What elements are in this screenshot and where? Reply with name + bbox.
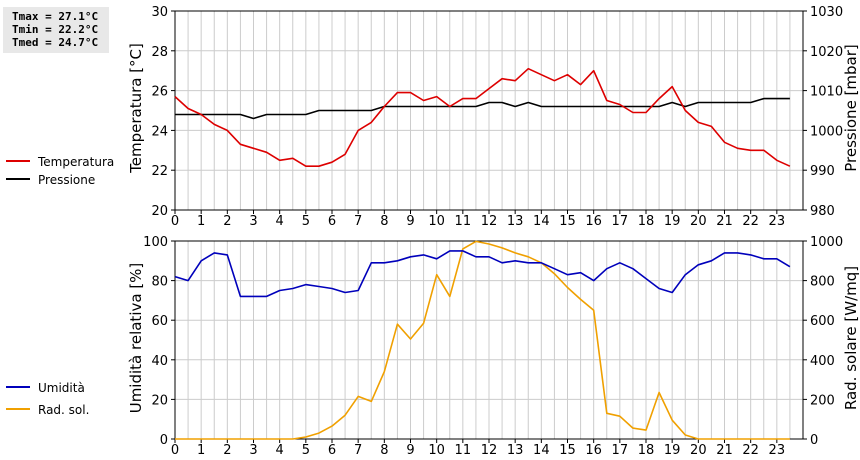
plot-temperature-pressure: 0 1 2 3 4 5 6 7 8 9 10 11 12 13 14 15 16 17 18 19 20 21 22 2320… xyxy=(151,5,843,229)
x-tick-label: 19 xyxy=(664,214,681,229)
x-tick-label: 1 xyxy=(197,214,205,229)
x-tick-label: 22 xyxy=(742,443,759,458)
stats-box: Tmax = 27.1°C Tmin = 22.2°C Tmed = 24.7°… xyxy=(3,7,109,53)
x-tick-label: 12 xyxy=(481,443,498,458)
y2-tick-label: 1030 xyxy=(810,5,843,20)
y-tick-label: 80 xyxy=(151,275,168,290)
x-tick-label: 4 xyxy=(276,214,284,229)
top-y-axis-title: Temperatura [°C] xyxy=(127,43,145,174)
x-tick-label: 21 xyxy=(716,214,733,229)
y2-tick-label: 400 xyxy=(810,354,835,369)
plot-humidity-radiation: 0 1 2 3 4 5 6 7 8 9 10 11 12 13 14 15 16 17 18 19 20 21 22 2302… xyxy=(143,235,843,458)
top-y2-axis-title: Pressione [mbar] xyxy=(842,44,860,172)
series-line-pressione xyxy=(175,97,790,120)
bottom-y2-axis-title: Rad. solare [W/mq] xyxy=(842,266,860,410)
series-line-umidit xyxy=(174,250,791,298)
bottom-y-axis-title: Umidità relativa [%] xyxy=(127,263,145,414)
legend-label-umidita: Umidità xyxy=(38,381,85,395)
x-tick-label: 7 xyxy=(354,443,362,458)
x-tick-label: 2 xyxy=(223,214,231,229)
x-tick-label: 11 xyxy=(455,214,472,229)
x-tick-label: 9 xyxy=(406,443,414,458)
y2-tick-label: 1000 xyxy=(810,124,843,139)
y2-tick-label: 200 xyxy=(810,393,835,408)
y2-tick-label: 1000 xyxy=(810,235,843,250)
x-tick-label: 15 xyxy=(559,214,576,229)
x-tick-label: 3 xyxy=(249,214,257,229)
y-tick-label: 24 xyxy=(151,124,168,139)
legend-label-pressione: Pressione xyxy=(38,173,95,187)
x-tick-label: 5 xyxy=(302,443,310,458)
x-tick-label: 13 xyxy=(507,214,524,229)
x-tick-label: 20 xyxy=(690,214,707,229)
x-tick-label: 14 xyxy=(533,214,550,229)
y-tick-label: 60 xyxy=(151,314,168,329)
y-tick-label: 30 xyxy=(151,5,168,20)
x-tick-label: 14 xyxy=(533,443,550,458)
x-tick-label: 5 xyxy=(302,214,310,229)
x-tick-label: 19 xyxy=(664,443,681,458)
x-tick-label: 12 xyxy=(481,214,498,229)
y2-tick-label: 1010 xyxy=(810,85,843,100)
y-tick-label: 20 xyxy=(151,204,168,219)
y2-tick-label: 980 xyxy=(810,204,835,219)
legend-label-rad-sol: Rad. sol. xyxy=(38,403,89,417)
x-tick-label: 22 xyxy=(742,214,759,229)
x-tick-label: 9 xyxy=(406,214,414,229)
x-tick-label: 17 xyxy=(612,443,629,458)
tmed-label: Tmed = 24.7°C xyxy=(12,36,99,49)
x-tick-label: 10 xyxy=(428,443,445,458)
y-tick-label: 26 xyxy=(151,85,168,100)
y-tick-label: 20 xyxy=(151,393,168,408)
x-tick-label: 2 xyxy=(223,443,231,458)
legend-top: Temperatura Pressione xyxy=(6,155,114,187)
x-tick-label: 8 xyxy=(380,443,388,458)
x-tick-label: 7 xyxy=(354,214,362,229)
y-tick-label: 100 xyxy=(143,235,168,250)
x-tick-label: 11 xyxy=(455,443,472,458)
x-tick-label: 10 xyxy=(428,214,445,229)
y-tick-label: 40 xyxy=(151,354,168,369)
tmax-label: Tmax = 27.1°C xyxy=(12,10,99,23)
x-tick-label: 13 xyxy=(507,443,524,458)
y2-tick-label: 990 xyxy=(810,164,835,179)
x-tick-label: 3 xyxy=(249,443,257,458)
series-line-rad-sol xyxy=(175,240,790,440)
y-tick-label: 22 xyxy=(151,164,168,179)
x-tick-label: 4 xyxy=(276,443,284,458)
y-tick-label: 0 xyxy=(160,433,168,448)
x-tick-label: 23 xyxy=(769,443,786,458)
x-tick-label: 8 xyxy=(380,214,388,229)
y2-tick-label: 600 xyxy=(810,314,835,329)
y2-tick-label: 800 xyxy=(810,275,835,290)
x-tick-label: 0 xyxy=(171,214,179,229)
legend-label-temperatura: Temperatura xyxy=(37,155,114,169)
y2-tick-label: 0 xyxy=(810,433,818,448)
x-tick-label: 20 xyxy=(690,443,707,458)
x-tick-label: 18 xyxy=(638,214,655,229)
series-line-temperatura xyxy=(174,67,791,167)
x-tick-label: 1 xyxy=(197,443,205,458)
x-tick-label: 6 xyxy=(328,443,336,458)
x-tick-label: 21 xyxy=(716,443,733,458)
x-tick-label: 23 xyxy=(769,214,786,229)
legend-bottom: Umidità Rad. sol. xyxy=(6,381,89,417)
y-tick-label: 28 xyxy=(151,45,168,60)
x-tick-label: 16 xyxy=(585,443,602,458)
x-tick-label: 18 xyxy=(638,443,655,458)
x-tick-label: 0 xyxy=(171,443,179,458)
x-tick-label: 17 xyxy=(612,214,629,229)
tmin-label: Tmin = 22.2°C xyxy=(12,23,99,36)
x-tick-label: 6 xyxy=(328,214,336,229)
x-tick-label: 16 xyxy=(585,214,602,229)
y2-tick-label: 1020 xyxy=(810,45,843,60)
x-tick-label: 15 xyxy=(559,443,576,458)
